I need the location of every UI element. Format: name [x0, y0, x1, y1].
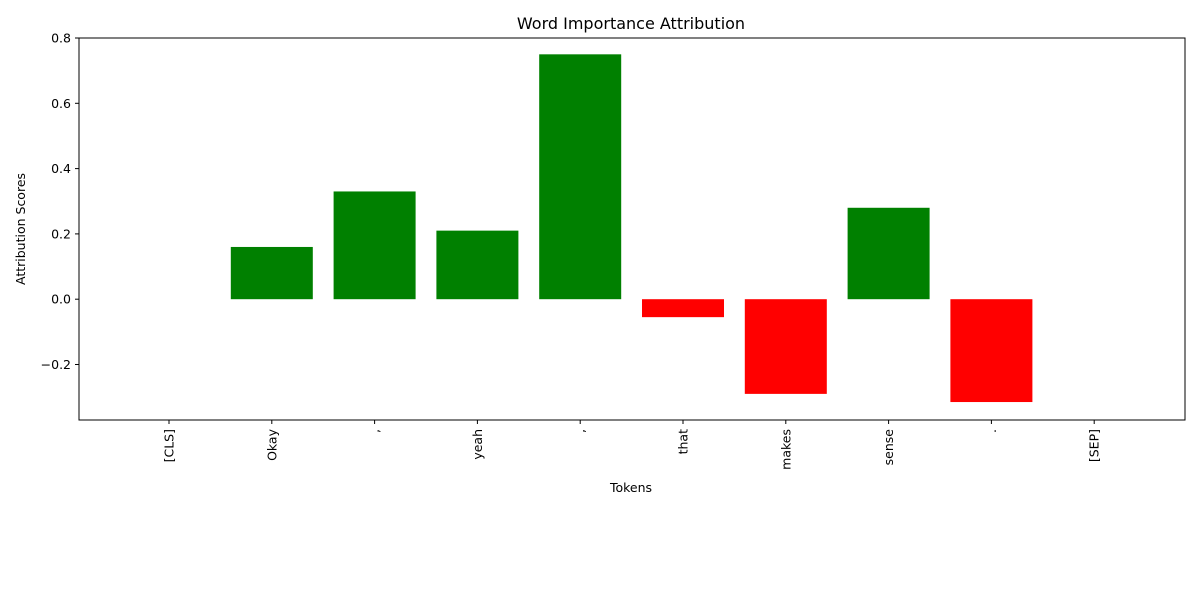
- x-tick-label: ,: [367, 429, 382, 433]
- bars-group: [230, 54, 1033, 403]
- y-tick-label: 0.4: [51, 161, 71, 176]
- x-axis: [CLS] Okay, yeah, that makes sense. [SEP]: [162, 420, 1102, 470]
- x-tick-label: [SEP]: [1087, 429, 1102, 462]
- x-tick-label: Okay: [264, 428, 279, 461]
- bar-3: [436, 230, 519, 300]
- x-tick-label: ,: [573, 429, 588, 433]
- y-tick-label: 0.8: [51, 31, 71, 46]
- x-tick-label: makes: [778, 429, 793, 470]
- x-tick-label: [CLS]: [162, 429, 177, 462]
- y-tick-label: 0.0: [51, 292, 71, 307]
- x-tick-label: .: [984, 429, 999, 433]
- bar-4: [539, 54, 622, 300]
- bar-7: [847, 207, 930, 300]
- bar-5: [642, 299, 724, 318]
- x-tick-label: sense: [881, 429, 896, 466]
- y-tick-label: 0.2: [51, 226, 71, 241]
- bar-1: [230, 246, 313, 300]
- bar-2: [333, 191, 416, 300]
- x-axis-title: Tokens: [609, 480, 652, 495]
- bar-8: [950, 299, 1033, 403]
- y-axis-title: Attribution Scores: [13, 173, 28, 285]
- chart-title: Word Importance Attribution: [517, 14, 745, 33]
- plot-frame: [78, 37, 1186, 421]
- y-tick-label: 0.6: [51, 96, 71, 111]
- x-tick-label: yeah: [470, 429, 485, 460]
- y-axis: −0.2 0.0 0.2 0.4 0.6 0.8: [41, 31, 79, 372]
- bar-6: [744, 299, 827, 394]
- x-tick-label: that: [676, 429, 691, 454]
- y-tick-label: −0.2: [41, 357, 71, 372]
